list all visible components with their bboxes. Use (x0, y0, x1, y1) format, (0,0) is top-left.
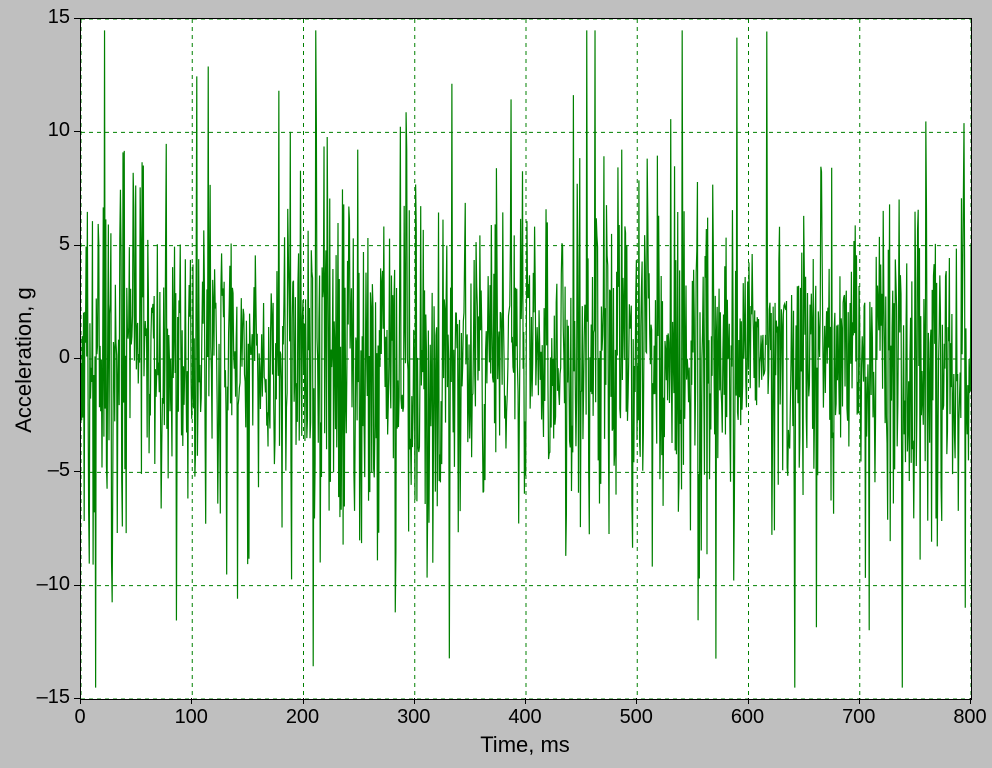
x-tick (414, 698, 415, 704)
x-tick (80, 698, 81, 704)
x-tick-label: 700 (839, 706, 879, 729)
x-tick-label: 100 (171, 706, 211, 729)
y-tick-label: –15 (37, 686, 70, 709)
x-tick-label: 200 (283, 706, 323, 729)
y-tick (74, 585, 80, 586)
y-tick (74, 358, 80, 359)
x-tick (636, 698, 637, 704)
x-tick (970, 698, 971, 704)
chart-svg (81, 19, 971, 699)
x-tick (191, 698, 192, 704)
x-tick-label: 300 (394, 706, 434, 729)
y-tick-label: –5 (48, 459, 70, 482)
x-tick-label: 600 (728, 706, 768, 729)
x-tick-label: 800 (950, 706, 990, 729)
y-tick-label: 10 (48, 119, 70, 142)
y-tick-label: 0 (59, 346, 70, 369)
x-tick (859, 698, 860, 704)
y-tick (74, 131, 80, 132)
x-axis-label: Time, ms (80, 732, 970, 758)
x-tick-label: 0 (60, 706, 100, 729)
x-tick-label: 400 (505, 706, 545, 729)
y-axis-label: Acceleration, g (11, 20, 37, 700)
x-tick-label: 500 (616, 706, 656, 729)
x-tick (525, 698, 526, 704)
x-tick (748, 698, 749, 704)
y-tick-label: –10 (37, 573, 70, 596)
y-tick-label: 15 (48, 6, 70, 29)
y-tick (74, 245, 80, 246)
y-tick (74, 18, 80, 19)
y-tick-label: 5 (59, 233, 70, 256)
chart-plot-area (80, 18, 972, 700)
x-tick (303, 698, 304, 704)
y-tick (74, 471, 80, 472)
y-tick (74, 698, 80, 699)
